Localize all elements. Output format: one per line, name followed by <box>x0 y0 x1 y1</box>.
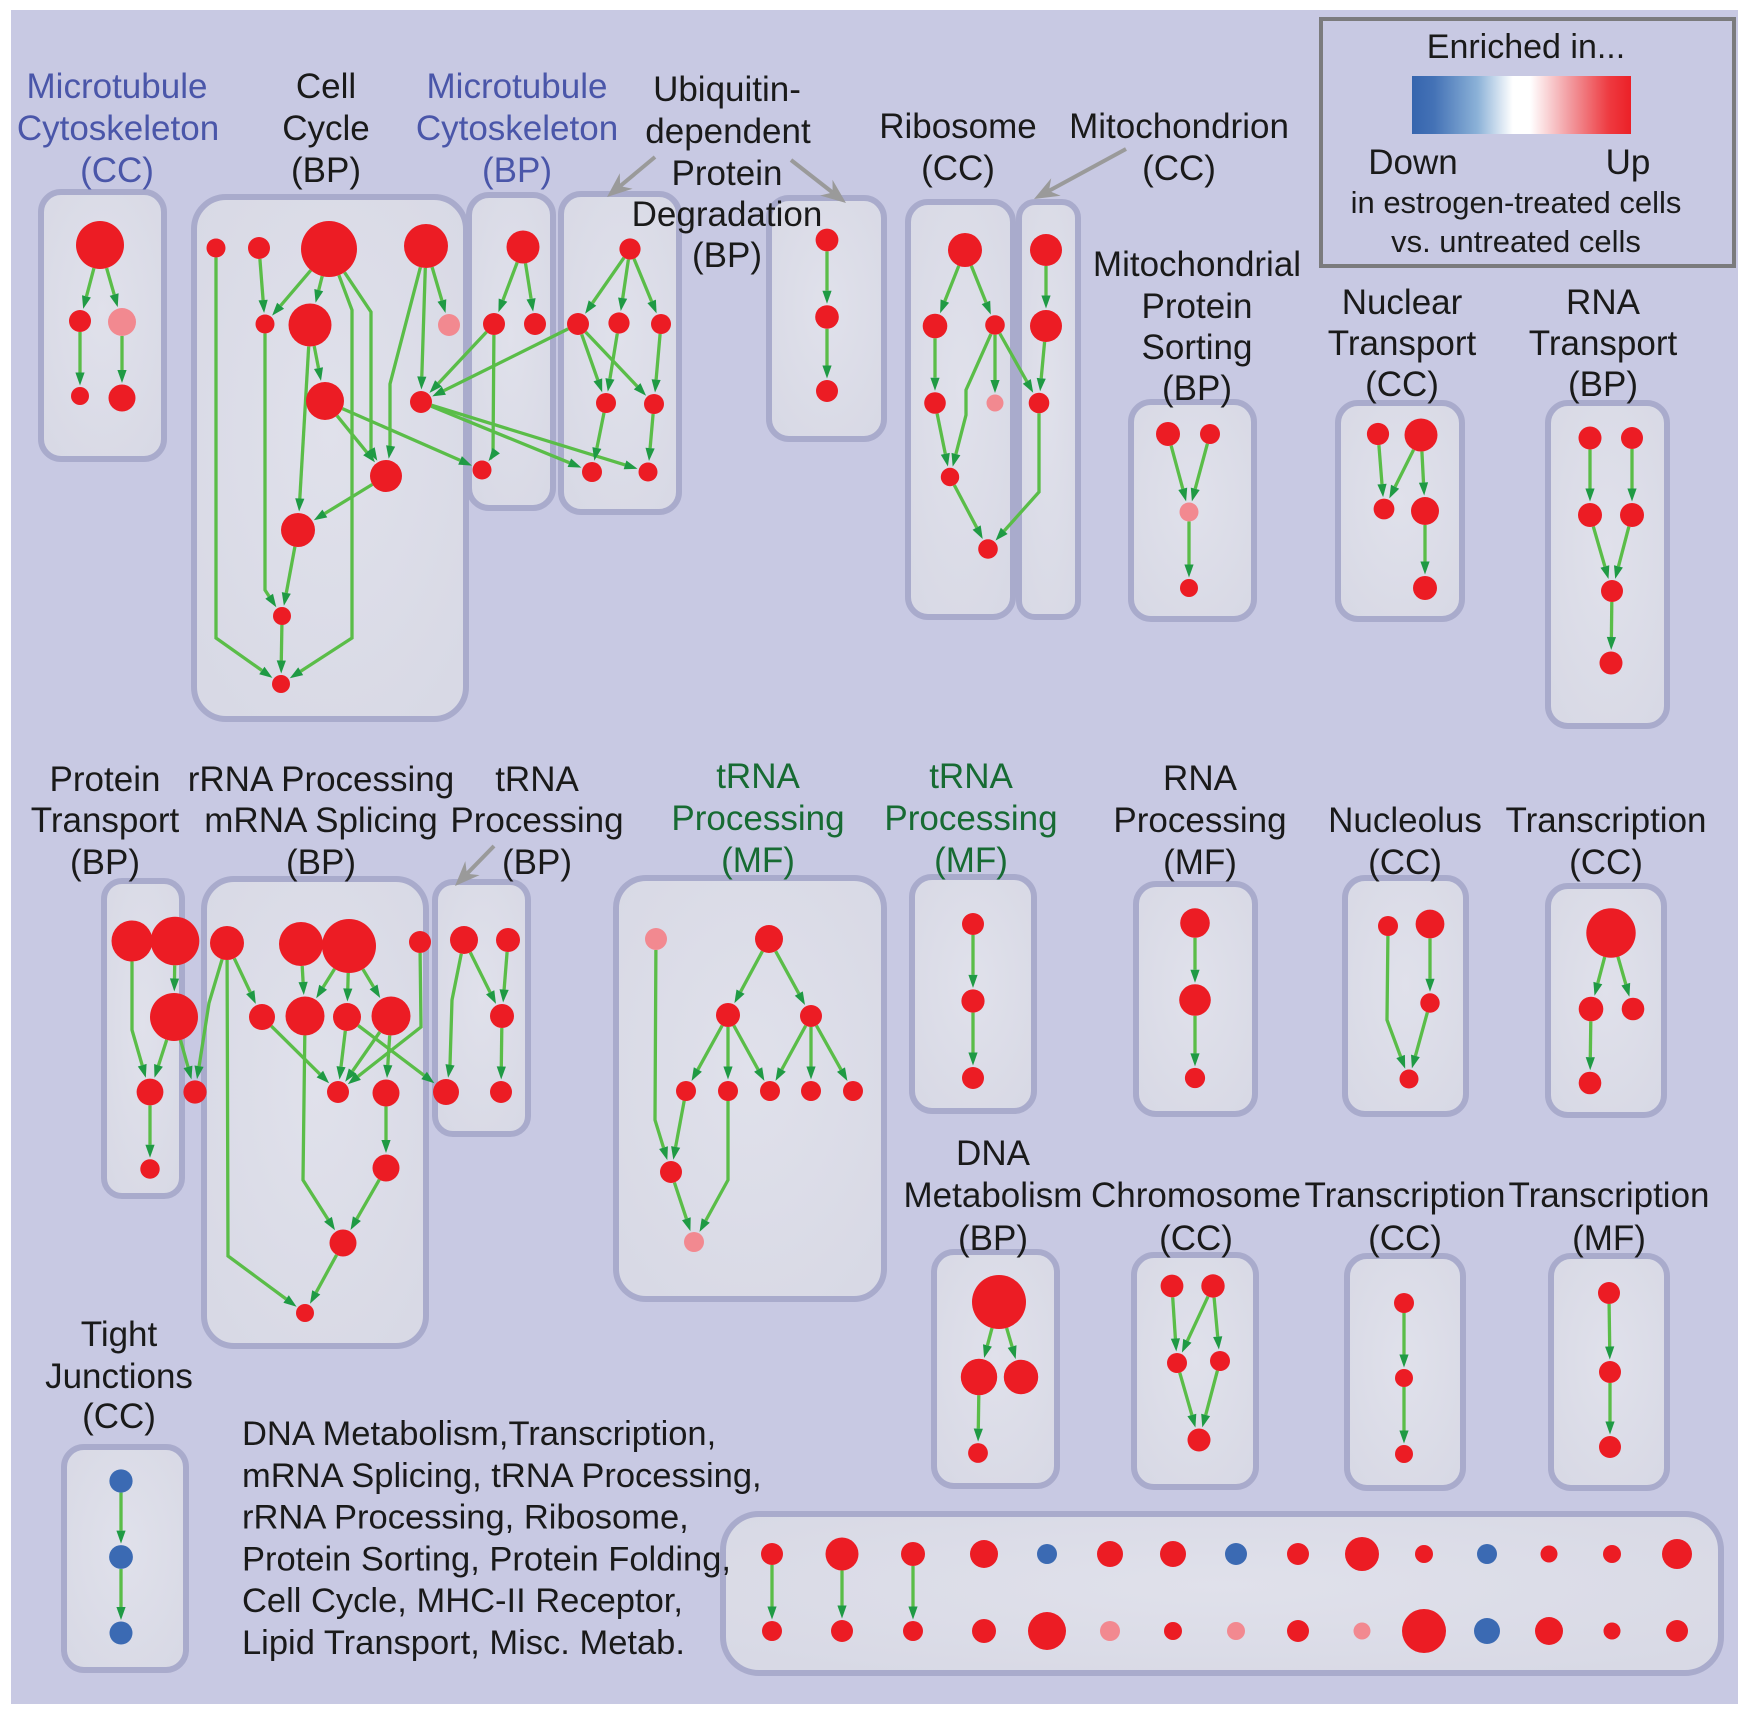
svg-text:(BP): (BP) <box>286 843 356 882</box>
svg-text:Microtubule: Microtubule <box>427 67 608 106</box>
svg-text:(BP): (BP) <box>70 843 140 882</box>
svg-text:(CC): (CC) <box>1142 149 1216 188</box>
svg-text:(MF): (MF) <box>1572 1219 1646 1258</box>
svg-text:Cell: Cell <box>296 67 356 106</box>
svg-text:Chromosome: Chromosome <box>1091 1176 1301 1215</box>
svg-text:tRNA: tRNA <box>495 760 579 799</box>
svg-text:Junctions: Junctions <box>45 1357 193 1396</box>
svg-text:rRNA Processing: rRNA Processing <box>188 760 454 799</box>
svg-text:RNA: RNA <box>1566 283 1641 322</box>
svg-text:Processing: Processing <box>671 799 844 838</box>
svg-text:Processing: Processing <box>1113 801 1286 840</box>
svg-text:(BP): (BP) <box>692 236 762 275</box>
svg-text:Cell Cycle, MHC-II Receptor,: Cell Cycle, MHC-II Receptor, <box>242 1582 683 1620</box>
svg-text:(CC): (CC) <box>82 1397 156 1436</box>
svg-text:Microtubule: Microtubule <box>27 67 208 106</box>
svg-text:Ubiquitin-: Ubiquitin- <box>653 70 801 109</box>
svg-text:Protein Sorting, Protein Foldi: Protein Sorting, Protein Folding, <box>242 1540 731 1578</box>
svg-text:mRNA Splicing, tRNA Processing: mRNA Splicing, tRNA Processing, <box>242 1457 762 1495</box>
svg-text:Transcription: Transcription <box>1509 1176 1710 1215</box>
svg-text:tRNA: tRNA <box>929 757 1013 796</box>
svg-text:(MF): (MF) <box>934 841 1008 880</box>
svg-text:(BP): (BP) <box>502 843 572 882</box>
svg-text:Protein: Protein <box>50 760 161 799</box>
svg-text:(CC): (CC) <box>1368 1219 1442 1258</box>
svg-text:Transport: Transport <box>1529 324 1678 363</box>
svg-text:Mitochondrial: Mitochondrial <box>1093 245 1301 284</box>
svg-text:Cycle: Cycle <box>282 109 370 148</box>
svg-text:rRNA Processing, Ribosome,: rRNA Processing, Ribosome, <box>242 1499 689 1537</box>
svg-text:Tight: Tight <box>81 1315 158 1354</box>
svg-text:Enriched in...: Enriched in... <box>1427 28 1625 66</box>
svg-text:(MF): (MF) <box>1163 843 1237 882</box>
svg-text:Down: Down <box>1368 143 1457 182</box>
svg-text:Sorting: Sorting <box>1142 328 1253 367</box>
svg-text:Protein: Protein <box>1142 287 1253 326</box>
svg-text:Lipid Transport, Misc. Metab.: Lipid Transport, Misc. Metab. <box>242 1624 685 1662</box>
svg-text:Up: Up <box>1606 143 1651 182</box>
svg-text:Transcription: Transcription <box>1506 801 1707 840</box>
svg-text:in estrogen-treated cells: in estrogen-treated cells <box>1351 185 1682 220</box>
svg-text:(BP): (BP) <box>482 151 552 190</box>
svg-text:Transcription: Transcription <box>1305 1176 1506 1215</box>
svg-text:tRNA: tRNA <box>716 757 800 796</box>
svg-text:Transport: Transport <box>31 801 180 840</box>
svg-text:Processing: Processing <box>450 801 623 840</box>
svg-text:Cytoskeleton: Cytoskeleton <box>416 109 618 148</box>
svg-text:mRNA Splicing: mRNA Splicing <box>204 801 437 840</box>
svg-text:DNA: DNA <box>956 1134 1031 1173</box>
svg-text:(CC): (CC) <box>1365 365 1439 404</box>
svg-text:(CC): (CC) <box>1159 1219 1233 1258</box>
svg-text:Ribosome: Ribosome <box>879 107 1037 146</box>
svg-text:Metabolism: Metabolism <box>904 1176 1083 1215</box>
svg-text:(MF): (MF) <box>721 841 795 880</box>
svg-text:vs. untreated cells: vs. untreated cells <box>1391 224 1641 259</box>
svg-text:(BP): (BP) <box>1162 369 1232 408</box>
svg-text:(CC): (CC) <box>80 151 154 190</box>
svg-text:(CC): (CC) <box>1569 843 1643 882</box>
svg-text:DNA Metabolism,Transcription,: DNA Metabolism,Transcription, <box>242 1415 716 1453</box>
svg-text:Nucleolus: Nucleolus <box>1328 801 1482 840</box>
svg-text:(BP): (BP) <box>1568 365 1638 404</box>
svg-text:Degradation: Degradation <box>632 195 823 234</box>
svg-text:(CC): (CC) <box>921 149 995 188</box>
svg-text:(BP): (BP) <box>291 151 361 190</box>
svg-text:(BP): (BP) <box>958 1219 1028 1258</box>
svg-text:Cytoskeleton: Cytoskeleton <box>17 109 219 148</box>
svg-text:RNA: RNA <box>1163 759 1238 798</box>
svg-text:dependent: dependent <box>645 112 811 151</box>
svg-text:Processing: Processing <box>884 799 1057 838</box>
svg-text:Transport: Transport <box>1328 324 1477 363</box>
svg-text:Nuclear: Nuclear <box>1342 283 1463 322</box>
svg-text:Protein: Protein <box>672 154 783 193</box>
svg-text:Mitochondrion: Mitochondrion <box>1069 107 1289 146</box>
svg-text:(CC): (CC) <box>1368 843 1442 882</box>
